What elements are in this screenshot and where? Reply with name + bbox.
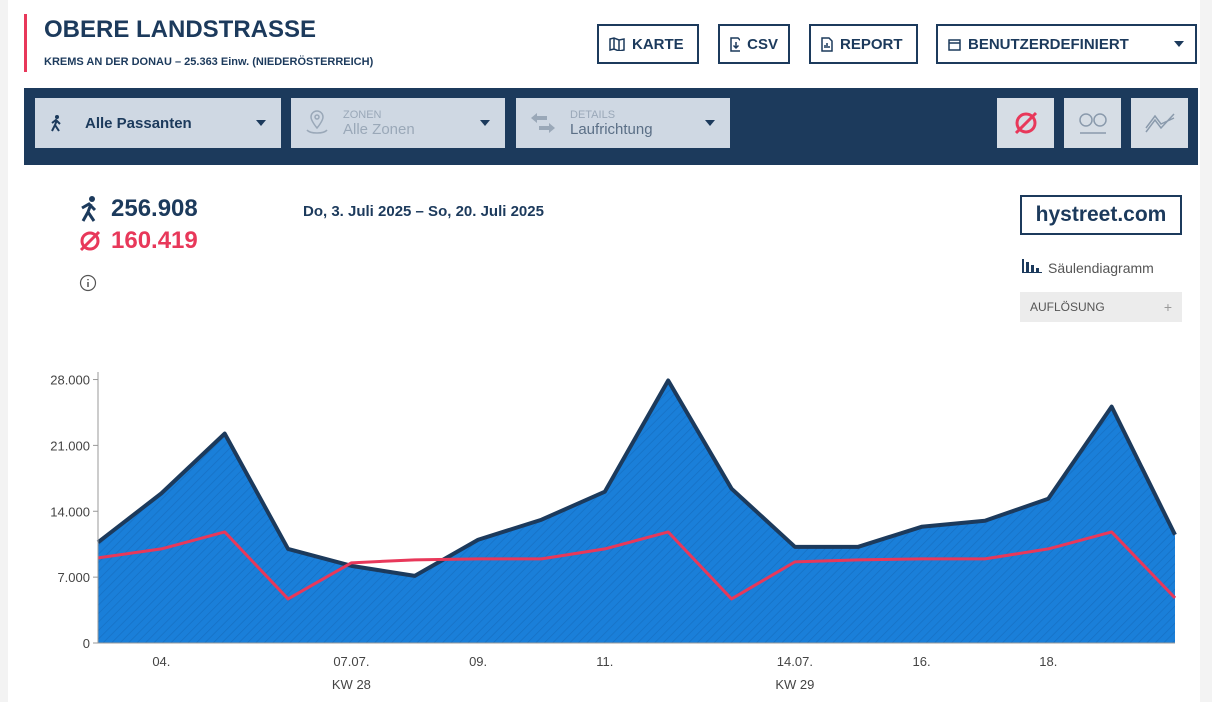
zones-toggle[interactable] — [1064, 98, 1121, 148]
filter-value: Alle Zonen — [343, 120, 415, 138]
x-tick-label: 11. — [596, 654, 613, 669]
average-icon — [1014, 111, 1037, 135]
x-tick-label: 04. — [152, 654, 170, 669]
resolution-label: AUFLÖSUNG — [1030, 300, 1105, 314]
resolution-icon: + — [1163, 299, 1172, 315]
zone-filter[interactable]: ZONEN Alle Zonen — [291, 98, 505, 148]
calendar-icon — [948, 38, 961, 51]
y-tick-label: 14.000 — [50, 504, 90, 519]
x-tick-label: 07.07. — [333, 654, 369, 669]
x-tick-sublabel: KW 29 — [775, 677, 814, 692]
map-icon — [609, 37, 625, 51]
y-tick-label: 0 — [83, 636, 90, 651]
y-tick-label: 7.000 — [57, 570, 90, 585]
button-label: BENUTZERDEFINIERT — [968, 35, 1129, 53]
caret — [705, 120, 715, 126]
x-tick-label: 14.07. — [777, 654, 813, 669]
file-icon — [730, 36, 741, 52]
x-tick-label: 18. — [1039, 654, 1057, 669]
report-button[interactable]: REPORT — [809, 24, 918, 64]
caret — [480, 120, 490, 126]
brand-logo: hystreet.com — [1020, 195, 1182, 235]
x-tick-sublabel: KW 28 — [332, 677, 371, 692]
date-range: Do, 3. Juli 2025 – So, 20. Juli 2025 — [303, 203, 544, 220]
filter-value: Alle Passanten — [85, 114, 192, 132]
bar-icon — [1022, 259, 1042, 273]
line — [97, 530, 1177, 601]
average-count: 160.419 — [111, 227, 198, 254]
pin-icon — [306, 110, 328, 134]
average-toggle[interactable] — [997, 98, 1054, 148]
walker-icon — [81, 196, 97, 222]
area — [98, 380, 1175, 643]
file-icon — [821, 36, 833, 52]
total-count: 256.908 — [111, 195, 198, 222]
filter-label: DETAILS — [570, 108, 616, 121]
lines-icon — [1144, 113, 1175, 133]
detail-filter[interactable]: DETAILS Laufrichtung — [516, 98, 730, 148]
map-button[interactable]: KARTE — [597, 24, 699, 64]
filter-label: ZONEN — [343, 108, 382, 121]
compare-toggle[interactable] — [1131, 98, 1188, 148]
date-button[interactable]: BENUTZERDEFINIERT — [936, 24, 1197, 64]
walker-icon — [51, 115, 61, 132]
caret — [256, 120, 266, 126]
caret — [1174, 41, 1184, 47]
subtitle: KREMS AN DER DONAU – 25.363 Einw. (NIEDE… — [44, 56, 374, 68]
visitor-filter[interactable]: Alle Passanten — [35, 98, 281, 148]
button-label: KARTE — [632, 35, 684, 53]
x-tick-label: 16. — [913, 654, 931, 669]
y-tick-label: 21.000 — [50, 438, 90, 453]
average-icon — [79, 230, 101, 252]
filter-value: Laufrichtung — [570, 120, 653, 138]
resolution-select[interactable]: AUFLÖSUNG + — [1020, 292, 1182, 322]
info-icon[interactable] — [79, 274, 97, 292]
button-label: CSV — [747, 35, 778, 53]
pins-icon — [1078, 113, 1107, 134]
chart: 0 7.000 14.000 21.000 28.000 04. 07.07. KW 28 09… — [50, 372, 1177, 692]
chart-toggle[interactable]: Säulendiagramm — [1048, 260, 1154, 276]
x-tick-label: 09. — [469, 654, 487, 669]
y-tick-label: 28.000 — [50, 373, 90, 388]
direction-icon — [531, 113, 555, 133]
line — [96, 378, 1177, 578]
button-label: REPORT — [840, 35, 903, 53]
title: OBERE LANDSTRASSE — [44, 16, 317, 43]
csv-button[interactable]: CSV — [718, 24, 790, 64]
accent-bar — [24, 14, 27, 72]
